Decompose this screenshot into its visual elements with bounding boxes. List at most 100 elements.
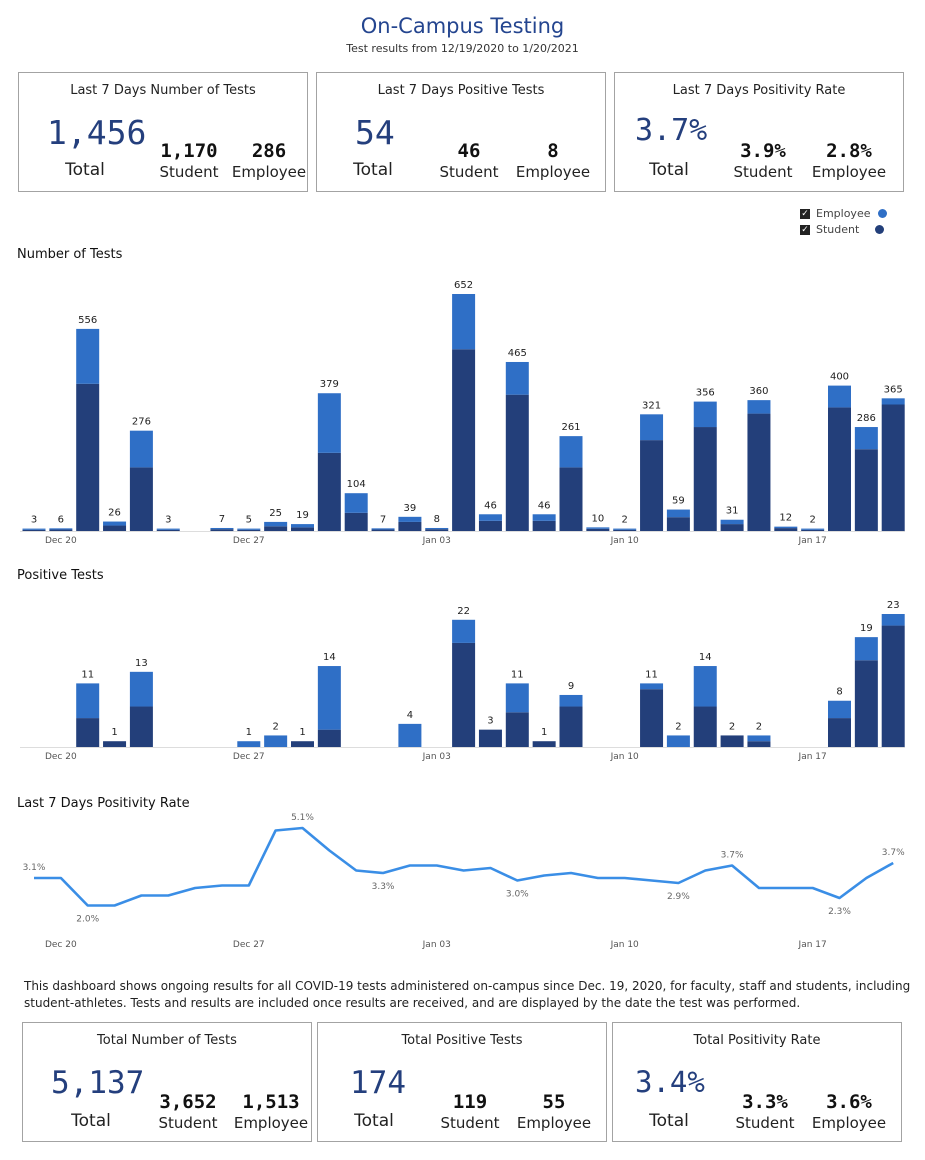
- chart-title-positivity-rate: Last 7 Days Positivity Rate: [17, 796, 190, 811]
- x-tick-label: Dec 27: [233, 536, 265, 546]
- tests-data-label: 556: [78, 315, 97, 326]
- positive-data-label: 2: [272, 721, 278, 732]
- tests-bar-student: [452, 349, 476, 531]
- tests-bar-student: [478, 520, 502, 531]
- point-label: 2.3%: [828, 907, 851, 917]
- tests-bar-student: [854, 449, 878, 531]
- tests-bar-employee: [22, 528, 46, 530]
- tests-bar-student: [291, 527, 314, 531]
- x-tick-label: Jan 17: [798, 536, 827, 546]
- tests-data-label: 39: [404, 503, 417, 514]
- point-label: 3.7%: [721, 851, 744, 861]
- tests-data-label: 7: [219, 514, 225, 525]
- tests-data-label: 31: [726, 506, 739, 517]
- kpi-total-value: 3.7%: [635, 113, 708, 148]
- positive-bar-student: [129, 706, 153, 747]
- legend-item-student[interactable]: ✓ Student: [800, 223, 885, 236]
- positive-bar-student: [291, 741, 314, 747]
- positive-data-label: 9: [568, 681, 574, 692]
- x-tick-label: Jan 03: [422, 940, 451, 950]
- legend-label: Employee: [816, 207, 871, 220]
- tests-bar-student: [156, 529, 180, 531]
- positive-bar-student: [103, 741, 127, 747]
- tests-bar-student: [425, 529, 449, 531]
- point-label: 3.0%: [506, 890, 529, 900]
- positive-bar-employee: [505, 683, 529, 713]
- tests-bar-student: [344, 512, 368, 531]
- kpi-employee-value: 8: [547, 140, 559, 162]
- legend-dot-icon: [878, 209, 888, 218]
- x-tick-label: Jan 17: [798, 752, 827, 762]
- kpi-student-label: Student: [439, 163, 499, 181]
- x-tick-label: Jan 17: [798, 940, 827, 950]
- positive-data-label: 1: [299, 727, 305, 738]
- kpi-student-value: 3,652: [159, 1091, 217, 1113]
- tests-bar-student: [774, 528, 798, 531]
- positive-bar-employee: [264, 735, 288, 747]
- tests-bar-student: [22, 529, 46, 531]
- tests-bar-student: [264, 526, 288, 531]
- tests-data-label: 7: [380, 514, 386, 525]
- positive-bar-employee: [237, 741, 261, 747]
- kpi-total-label: Total: [353, 160, 393, 180]
- positive-data-label: 23: [887, 600, 900, 611]
- tests-bar-student: [76, 383, 100, 531]
- tests-bar-student: [613, 529, 637, 531]
- tests-data-label: 2: [622, 515, 628, 526]
- tests-bar-student: [371, 529, 395, 531]
- tests-bar-employee: [747, 400, 771, 414]
- tests-bar-employee: [156, 528, 180, 530]
- kpi-total-value: 5,137: [51, 1065, 145, 1101]
- tests-data-label: 19: [296, 510, 309, 521]
- tests-bar-student: [747, 413, 771, 531]
- dashboard-description: This dashboard shows ongoing results for…: [24, 979, 911, 1010]
- tests-bar-student: [640, 440, 664, 531]
- positive-data-label: 19: [860, 623, 873, 634]
- kpi-total-label: Total: [65, 160, 105, 180]
- kpi-card-total-positive: Total Positive Tests 174 Total 119 Stude…: [317, 1022, 607, 1142]
- kpi-employee-value: 1,513: [242, 1091, 300, 1113]
- checkbox-checked-icon[interactable]: ✓: [800, 208, 810, 219]
- positive-data-label: 22: [457, 606, 470, 617]
- positive-bar-student: [478, 729, 502, 747]
- tests-bar-student: [129, 467, 153, 531]
- kpi-student-label: Student: [440, 1114, 500, 1132]
- checkbox-checked-icon[interactable]: ✓: [800, 224, 810, 235]
- positive-data-label: 1: [111, 727, 117, 738]
- tests-bar-employee: [613, 528, 637, 530]
- positivity-rate-chart: 3.1% 2.0% 5.1% 3.3% 3.0% 2.9% 3.7% 2.3% 3.7% Dec …: [23, 813, 906, 950]
- kpi-card-tests-7d: Last 7 Days Number of Tests 1,456 Total …: [18, 72, 308, 192]
- tests-data-label: 59: [672, 496, 685, 507]
- point-label: 2.0%: [76, 915, 99, 925]
- tests-bar-employee: [666, 509, 690, 518]
- positive-data-label: 2: [756, 721, 762, 732]
- positive-data-label: 8: [836, 687, 842, 698]
- number-of-tests-chart: 3 6 556 26 276 3 7 5 25 19 379 104 7 39 8 652 46 465 46 261…: [20, 280, 905, 546]
- tests-bar-employee: [693, 401, 717, 428]
- kpi-employee-label: Employee: [811, 1114, 887, 1132]
- tests-data-label: 25: [269, 508, 282, 519]
- tests-data-label: 26: [108, 508, 121, 519]
- tests-bar-employee: [452, 294, 476, 350]
- tests-bar-employee: [49, 528, 73, 530]
- tests-bar-employee: [129, 430, 153, 468]
- tests-bar-employee: [801, 528, 825, 530]
- tests-bar-employee: [425, 527, 449, 530]
- kpi-total-value: 3.4%: [635, 1065, 705, 1099]
- positive-data-label: 2: [729, 721, 735, 732]
- positive-bar-employee: [129, 671, 153, 707]
- positive-data-label: 2: [675, 721, 681, 732]
- kpi-total-label: Total: [649, 1111, 689, 1131]
- positive-data-label: 11: [645, 669, 658, 680]
- tests-data-label: 5: [246, 515, 252, 526]
- tests-bar-employee: [344, 493, 368, 513]
- tests-data-label: 3: [31, 515, 37, 526]
- tests-data-label: 6: [58, 514, 64, 525]
- x-tick-label: Jan 10: [610, 752, 639, 762]
- tests-bar-student: [828, 407, 851, 531]
- legend-item-employee[interactable]: ✓ Employee: [800, 207, 888, 220]
- x-tick-label: Dec 20: [45, 752, 77, 762]
- x-tick-label: Dec 27: [233, 752, 265, 762]
- tests-bar-student: [559, 467, 583, 531]
